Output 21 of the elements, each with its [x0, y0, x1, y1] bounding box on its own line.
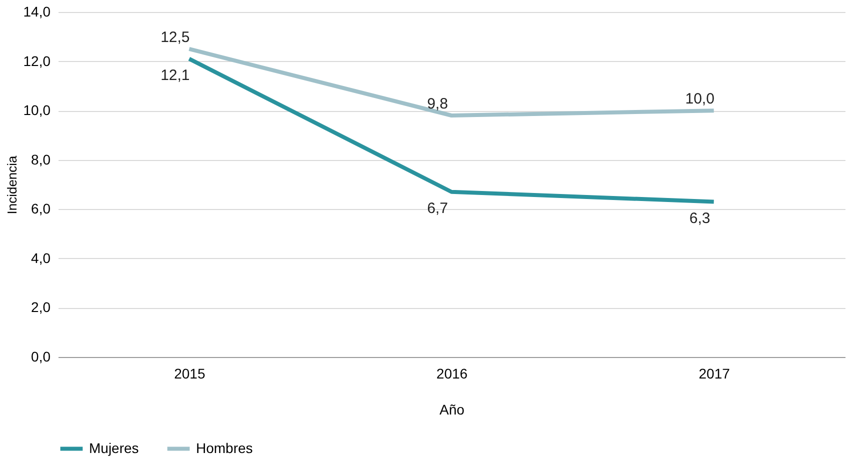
- y-tick-label: 10,0: [23, 102, 51, 118]
- legend-label: Hombres: [196, 440, 253, 456]
- y-tick-label: 8,0: [31, 151, 51, 168]
- y-tick-label: 0,0: [31, 348, 51, 364]
- y-tick-label: 14,0: [23, 4, 51, 20]
- x-tick-label: 2017: [698, 366, 730, 382]
- y-tick-label: 6,0: [31, 200, 51, 217]
- x-axis-title: Año: [440, 402, 465, 418]
- x-tick-label: 2015: [174, 366, 206, 382]
- y-tick-label: 12,0: [23, 52, 51, 69]
- data-label: 6,7: [427, 200, 448, 217]
- y-tick-label: 2,0: [31, 299, 51, 316]
- data-label: 9,8: [427, 96, 448, 112]
- y-tick-label: 4,0: [31, 250, 51, 266]
- data-label: 6,3: [689, 210, 710, 227]
- data-label: 12,5: [160, 28, 190, 46]
- y-axis-title: Incidencia: [4, 154, 20, 214]
- data-label: 10,0: [685, 90, 714, 108]
- data-label: 12,1: [160, 66, 190, 84]
- x-tick-label: 2016: [436, 366, 468, 382]
- legend-label: Mujeres: [89, 440, 139, 456]
